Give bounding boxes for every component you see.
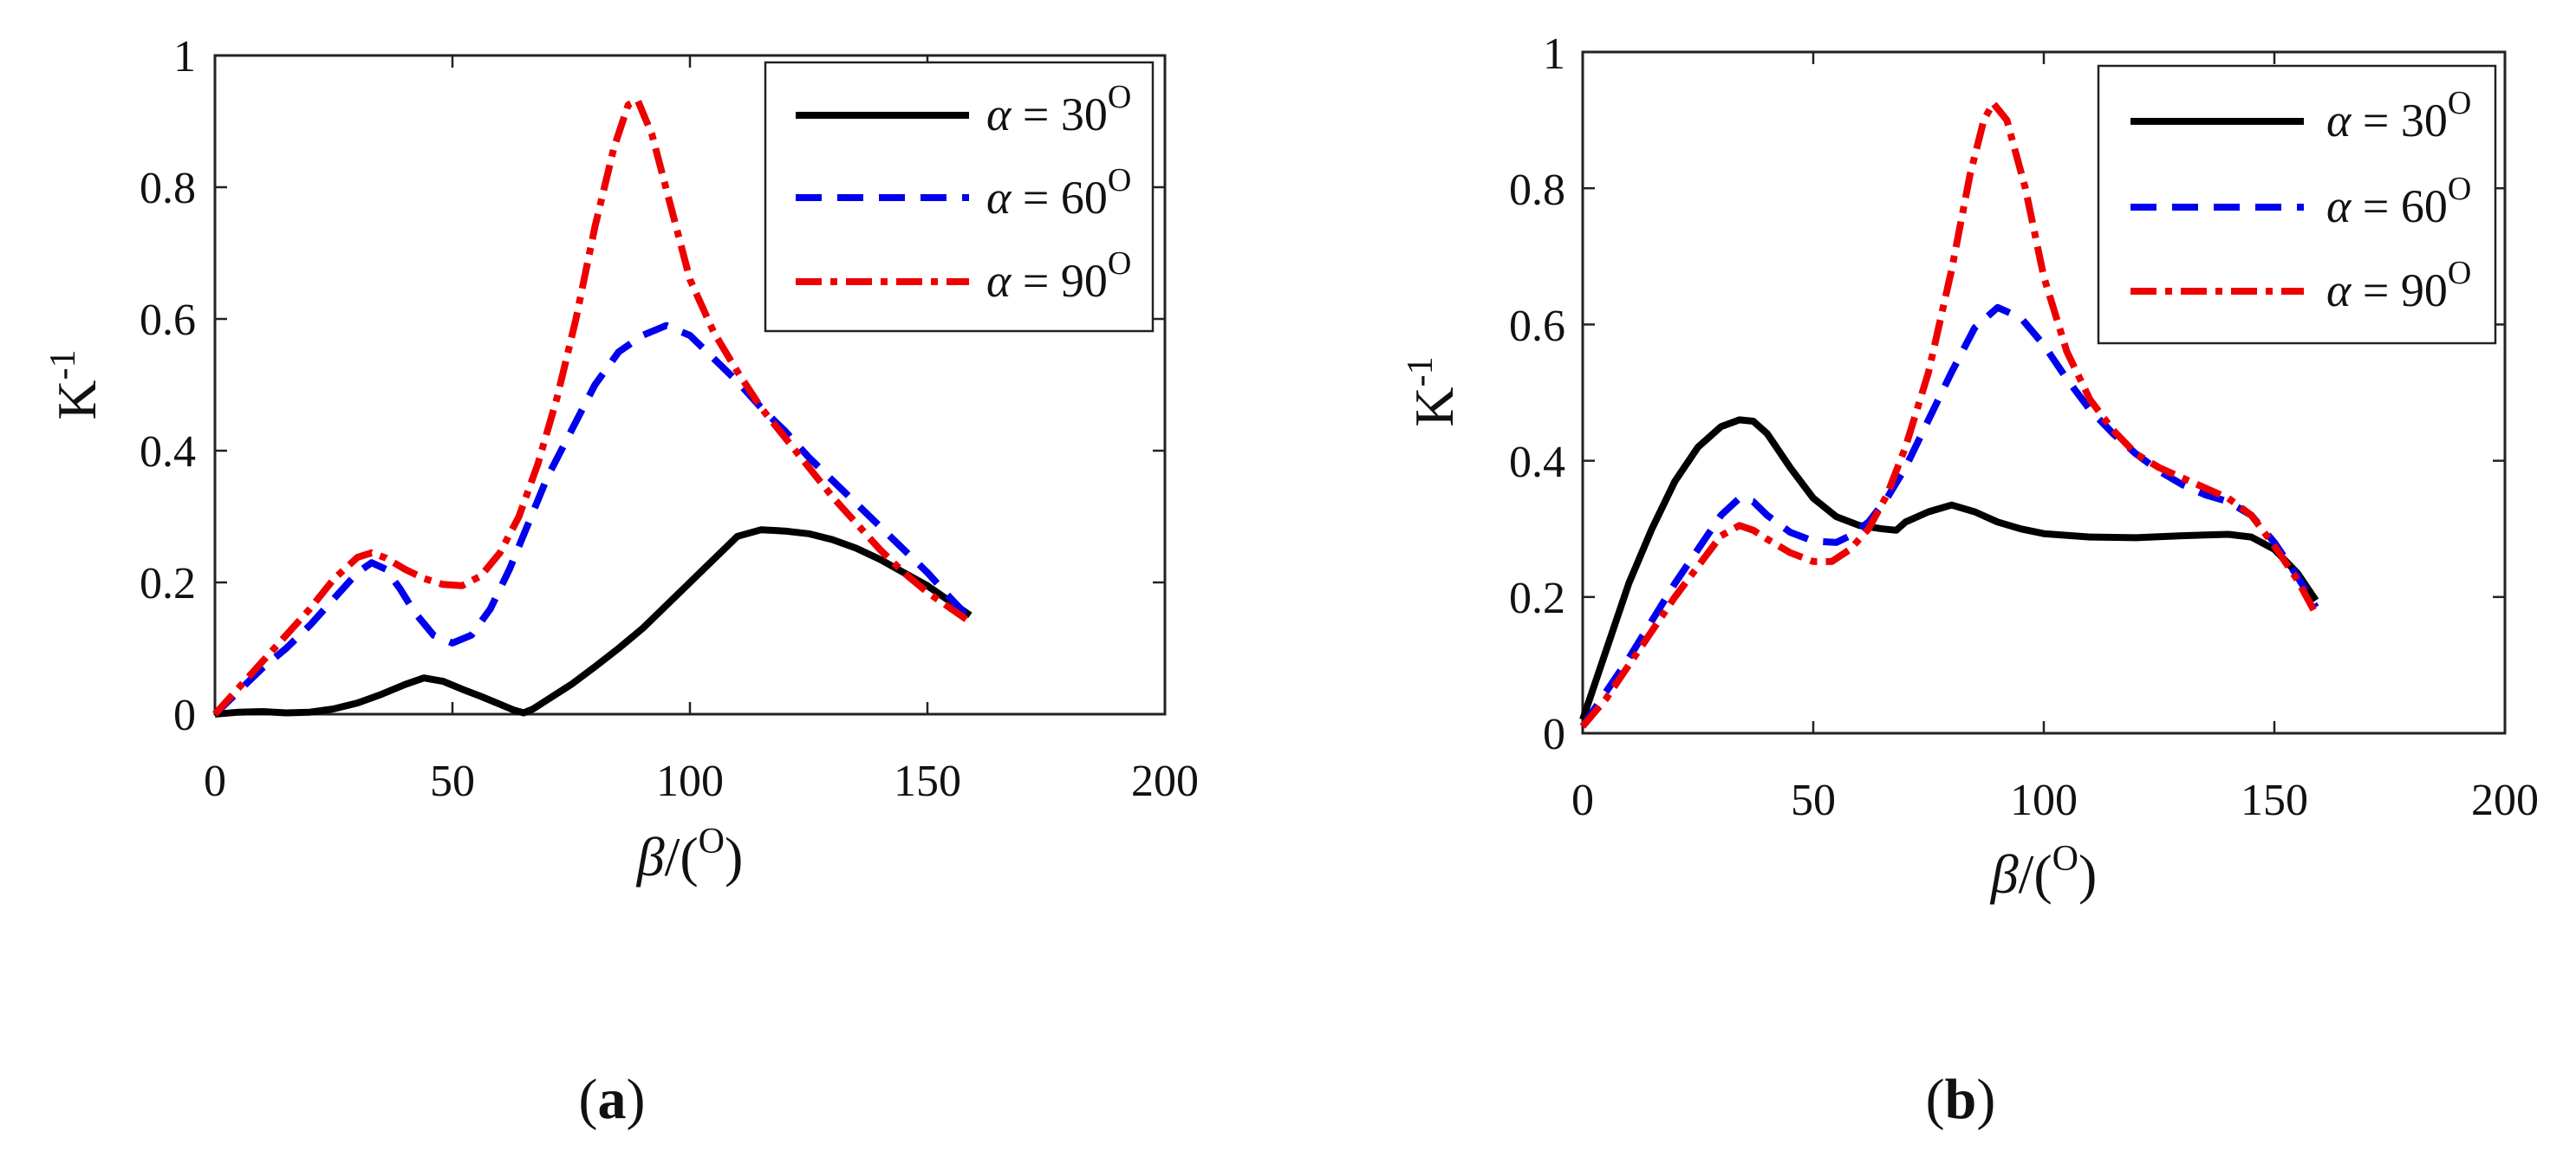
series-group-b: [1579, 99, 2319, 729]
tick-marks-a: [213, 54, 1167, 716]
legend-b: α = 30O α = 60O α = 90O: [2097, 64, 2497, 345]
x-tick-label-100: 100: [2010, 776, 2078, 825]
y-tick-label-0.6: 0.6: [140, 296, 196, 345]
series-line-a-alpha-90: [212, 96, 973, 717]
series-line-a-alpha-60: [212, 322, 973, 717]
legend-a: α = 30O α = 60O α = 90O: [764, 61, 1155, 333]
x-axis-label-b: β/(O): [1989, 839, 2098, 905]
x-tick-label-50: 50: [430, 757, 475, 806]
y-tick-label-0.6: 0.6: [1509, 302, 1565, 351]
y-tick-label-0.2: 0.2: [140, 559, 196, 608]
legend-label-a-90: α = 90O: [986, 245, 1131, 307]
x-tick-label-200: 200: [1131, 757, 1199, 806]
y-tick-label-1: 1: [1543, 29, 1565, 79]
series-line-b-alpha-30: [1579, 416, 2319, 721]
panel-caption-a: (a): [579, 1068, 646, 1131]
y-axis-label-b: K-1: [1401, 356, 1465, 426]
x-axis-label-a: β/(O): [635, 822, 744, 888]
y-tick-label-0: 0: [173, 691, 196, 740]
x-tick-label-150: 150: [894, 757, 961, 806]
legend-box-a: [764, 61, 1155, 333]
legend-label-b-90: α = 90O: [2326, 255, 2471, 316]
panel-b: 0 50 100 150 200 0 0.2 0.4 0.6 0.8 1 K-1…: [1401, 29, 2539, 1131]
series-line-b-alpha-60: [1579, 303, 2319, 729]
y-tick-label-0.8: 0.8: [140, 164, 196, 213]
y-tick-label-0.4: 0.4: [140, 427, 196, 477]
x-tick-label-50: 50: [1791, 776, 1836, 825]
x-tick-label-200: 200: [2471, 776, 2539, 825]
series-group-a: [212, 96, 973, 718]
y-tick-label-0: 0: [1543, 710, 1565, 759]
y-tick-label-0.8: 0.8: [1509, 166, 1565, 215]
x-tick-label-0: 0: [1571, 776, 1594, 825]
y-axis-label-a: K-1: [43, 349, 107, 419]
x-tick-label-100: 100: [656, 757, 724, 806]
legend-label-a-60: α = 60O: [986, 162, 1131, 224]
legend-label-a-30: α = 30O: [986, 79, 1131, 140]
x-tick-label-150: 150: [2241, 776, 2308, 825]
legend-label-b-30: α = 30O: [2326, 85, 2471, 146]
y-tick-label-0.2: 0.2: [1509, 574, 1565, 623]
series-line-a-alpha-30: [214, 526, 973, 718]
panel-a: 0 50 100 150 200 0 0.2 0.4 0.6 0.8 1 K-1…: [43, 32, 1199, 1131]
x-tick-label-0: 0: [204, 757, 226, 806]
y-tick-label-1: 1: [173, 32, 196, 81]
panel-caption-b: (b): [1926, 1068, 1996, 1131]
y-tick-label-0.4: 0.4: [1509, 438, 1565, 487]
legend-label-b-60: α = 60O: [2326, 171, 2471, 232]
tick-marks-b: [1581, 50, 2507, 735]
